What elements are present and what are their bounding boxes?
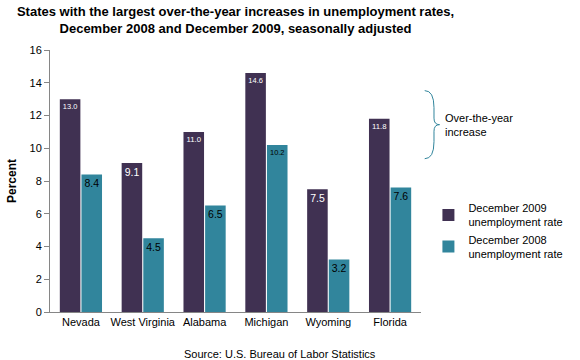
svg-text:9.1: 9.1 bbox=[125, 167, 140, 178]
svg-text:2: 2 bbox=[36, 273, 42, 285]
svg-text:8.4: 8.4 bbox=[84, 178, 99, 189]
svg-text:Nevada: Nevada bbox=[62, 316, 101, 328]
svg-text:6: 6 bbox=[36, 208, 42, 220]
svg-text:14.6: 14.6 bbox=[248, 76, 263, 85]
svg-text:7.6: 7.6 bbox=[394, 191, 409, 202]
svg-text:12: 12 bbox=[30, 109, 42, 121]
svg-text:0: 0 bbox=[36, 306, 42, 318]
svg-text:Source: U.S. Bureau of Labor S: Source: U.S. Bureau of Labor Statistics bbox=[184, 348, 376, 360]
svg-text:4.5: 4.5 bbox=[146, 242, 161, 253]
svg-text:14: 14 bbox=[30, 77, 42, 89]
svg-text:Wyoming: Wyoming bbox=[305, 316, 351, 328]
svg-text:December 2008unemployment rate: December 2008unemployment rate bbox=[468, 234, 562, 260]
svg-text:10: 10 bbox=[30, 142, 42, 154]
svg-text:Michigan: Michigan bbox=[244, 316, 288, 328]
svg-text:6.5: 6.5 bbox=[208, 209, 223, 220]
svg-text:7.5: 7.5 bbox=[310, 193, 325, 204]
svg-text:11.0: 11.0 bbox=[186, 135, 201, 144]
svg-text:8: 8 bbox=[36, 175, 42, 187]
svg-text:Florida: Florida bbox=[373, 316, 408, 328]
svg-text:West Virginia: West Virginia bbox=[111, 316, 176, 328]
svg-text:11.8: 11.8 bbox=[372, 122, 387, 131]
svg-text:4: 4 bbox=[36, 240, 42, 252]
svg-text:States with the largest over-t: States with the largest over-the-year in… bbox=[17, 4, 454, 36]
svg-text:Percent: Percent bbox=[5, 159, 19, 203]
svg-text:3.2: 3.2 bbox=[332, 263, 347, 274]
svg-text:Alabama: Alabama bbox=[183, 316, 227, 328]
svg-text:16: 16 bbox=[30, 44, 42, 56]
svg-text:10.2: 10.2 bbox=[270, 148, 285, 157]
svg-text:Over-the-yearincrease: Over-the-yearincrease bbox=[445, 112, 513, 138]
svg-text:December 2009unemployment rate: December 2009unemployment rate bbox=[468, 202, 562, 228]
svg-text:13.0: 13.0 bbox=[63, 102, 78, 111]
